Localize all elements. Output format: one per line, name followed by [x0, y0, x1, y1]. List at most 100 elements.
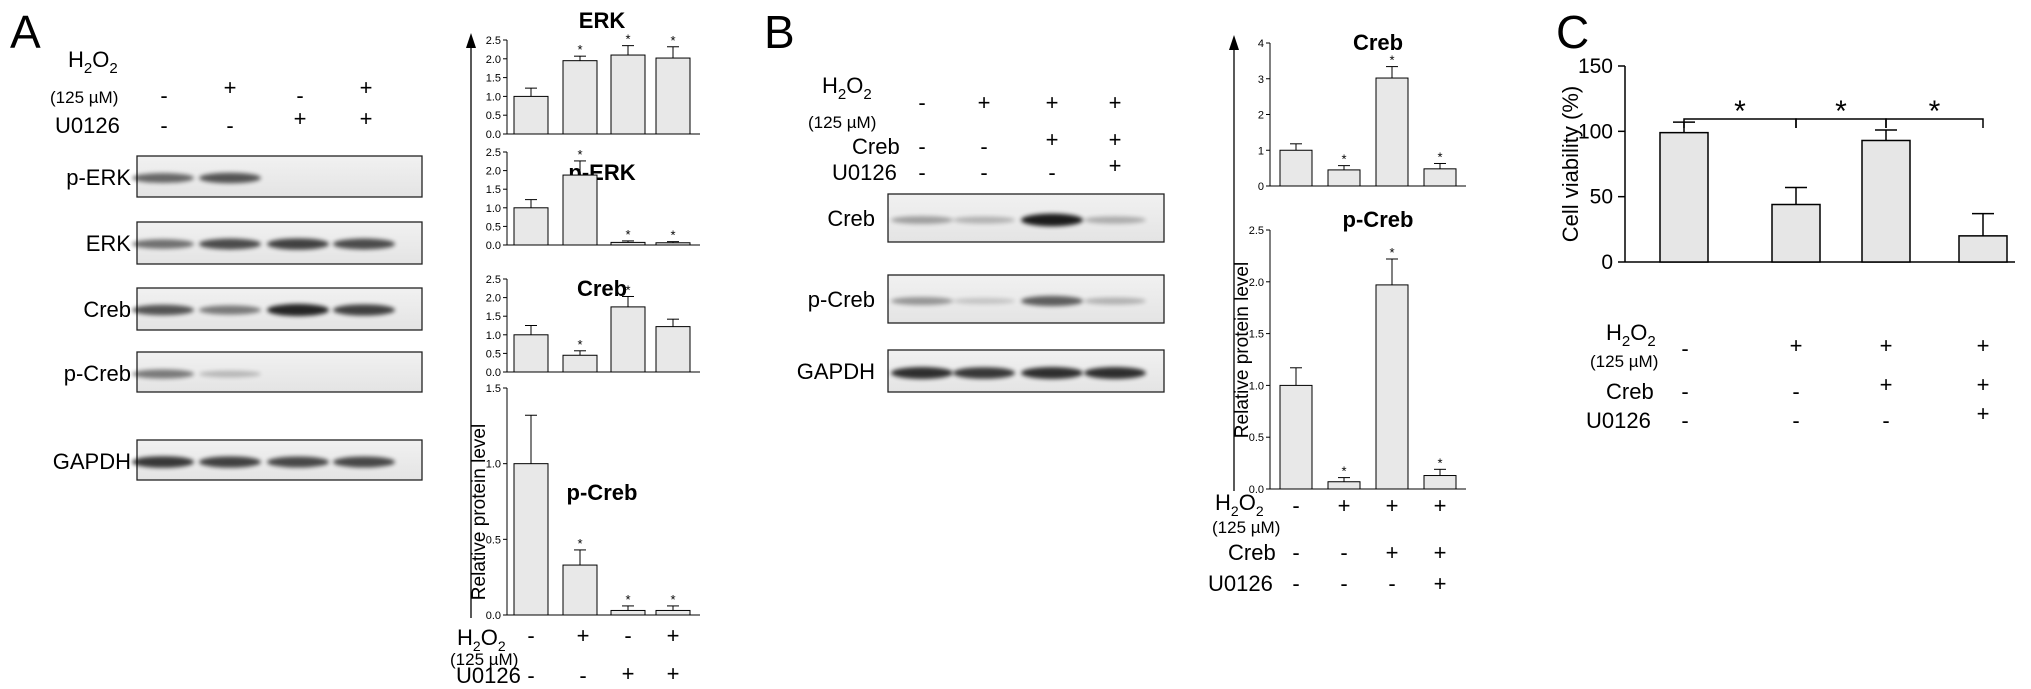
sign: -	[160, 113, 167, 138]
sign: -	[1292, 493, 1299, 518]
bar	[513, 334, 549, 373]
cond-b-creb-label: Creb	[852, 134, 900, 159]
y-tick-label: 0.0	[1249, 484, 1264, 496]
y-tick-label: 0	[1258, 181, 1264, 193]
bar	[1423, 168, 1457, 187]
sign: +	[1434, 571, 1447, 596]
y-tick-label: 1.0	[486, 459, 501, 471]
sign: +	[224, 75, 237, 100]
sign: -	[1048, 160, 1055, 185]
sign: +	[1046, 127, 1059, 152]
cond-c-u0126-label: U0126	[1586, 408, 1651, 433]
cond-a-u0126-label: U0126	[55, 113, 120, 138]
y-tick-label: 1	[1258, 145, 1264, 157]
sign: -	[1792, 408, 1799, 433]
blot-band	[199, 172, 261, 184]
significance-star: *	[1929, 95, 1941, 128]
panel-a-conditions: H2O2 (125 µM) - + - + U0126 - - + +	[50, 47, 372, 138]
blot-band	[333, 456, 395, 468]
panel-b-letter: B	[764, 6, 795, 58]
y-axis-label: Cell viability (%)	[1558, 86, 1583, 242]
bar	[513, 207, 549, 246]
sign: -	[1681, 336, 1688, 361]
blot-band	[132, 239, 194, 249]
chart-a-h2o2-sub: (125 µM)	[450, 650, 518, 669]
y-tick-label: 1.0	[486, 330, 501, 342]
y-tick-label: 1.5	[486, 383, 501, 395]
panel-c-chart: 0 50 100 150 Cell viability (%) * * *	[1558, 55, 2015, 274]
sign: -	[1340, 571, 1347, 596]
bar	[655, 57, 691, 135]
blot-label: p-Creb	[64, 361, 131, 386]
sign: +	[1109, 153, 1122, 178]
sign: +	[1386, 493, 1399, 518]
blot-band	[267, 238, 329, 250]
sign: -	[579, 663, 586, 688]
mini-chart: 0.0 0.5 1.0 1.5 p-Creb * * *	[486, 383, 700, 622]
significance-star: *	[670, 33, 675, 48]
chart-title: ERK	[579, 8, 626, 33]
bar	[610, 609, 646, 616]
y-tick-label: 1.0	[486, 91, 501, 103]
bar	[1279, 149, 1313, 187]
panel-b-chart-conditions: H2O2 (125 µM) - + + + Creb - - + + U0126…	[1208, 490, 1446, 596]
sign: +	[978, 90, 991, 115]
sign: -	[918, 134, 925, 159]
sign: +	[1109, 90, 1122, 115]
blot-band	[199, 238, 261, 250]
sign: -	[527, 663, 534, 688]
chart-title: p-Creb	[567, 480, 638, 505]
blot-erk: ERK	[86, 221, 423, 265]
bar	[1423, 475, 1457, 490]
y-tick-label: 1.5	[486, 184, 501, 196]
blot-label: Creb	[827, 206, 875, 231]
cond-b-h2o2-sub: (125 µM)	[808, 113, 876, 132]
bar	[562, 564, 598, 616]
significance-star: *	[1734, 95, 1746, 128]
blot-label: Creb	[83, 297, 131, 322]
y-tick-label: 50	[1590, 186, 1613, 209]
blot-band	[1021, 295, 1083, 307]
sign: +	[1338, 493, 1351, 518]
significance-star: *	[625, 282, 630, 297]
y-tick-label: 2.0	[486, 293, 501, 305]
y-tick-label: 4	[1258, 38, 1264, 50]
sign: +	[1790, 333, 1803, 358]
blot-band	[1084, 367, 1146, 379]
chart-b-h2o2-sub: (125 µM)	[1212, 518, 1280, 537]
blot-band	[953, 297, 1015, 305]
blot-band	[891, 216, 953, 224]
sign: +	[1880, 333, 1893, 358]
cond-b-u0126-label: U0126	[832, 160, 897, 185]
blot-band	[891, 296, 953, 306]
sign: +	[1046, 90, 1059, 115]
panel-c-letter: C	[1556, 6, 1589, 58]
bar	[1861, 139, 1911, 263]
y-tick-label: 3	[1258, 74, 1264, 86]
blot-band	[132, 456, 194, 468]
y-tick-label: 2.5	[486, 274, 501, 286]
mini-chart: 0.00.51.01.52.02.5p-ERK** *	[486, 147, 700, 252]
bar	[655, 242, 691, 246]
bar	[610, 54, 646, 135]
sign: +	[622, 661, 635, 686]
sign: +	[667, 623, 680, 648]
blot-band	[132, 173, 194, 183]
significance-star: *	[1341, 152, 1346, 167]
bar	[1375, 77, 1409, 187]
blot-band	[1084, 216, 1146, 224]
y-tick-label: 0.5	[486, 348, 501, 360]
blot-band	[1084, 297, 1146, 305]
bar	[513, 463, 549, 616]
blot-band	[333, 238, 395, 250]
sign: +	[1434, 493, 1447, 518]
blot-band	[199, 370, 261, 378]
sign: -	[980, 134, 987, 159]
blot-gapdh: GAPDH	[53, 439, 423, 481]
significance-star: *	[1437, 455, 1442, 470]
panel-a-blots: p-ERK ERK Creb p-Creb GAPDH	[53, 155, 423, 481]
bar	[1958, 235, 2008, 263]
